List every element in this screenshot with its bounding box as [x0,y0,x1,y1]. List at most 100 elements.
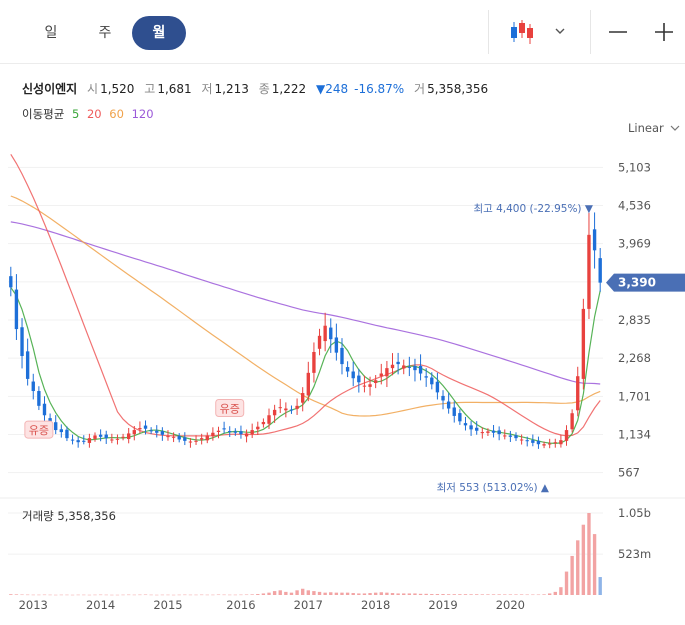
candle-body [216,430,221,432]
volume-bar [418,593,423,595]
event-badge [24,420,54,439]
low-value: 1,213 [214,82,249,96]
ma-60-line [10,195,601,417]
volume-bar [65,594,69,596]
candle-body [570,413,574,430]
volume-bar [402,593,406,595]
change-arrow: ▼ [315,82,326,96]
candle-body [435,381,440,393]
current-price-label: 3,390 [618,276,656,290]
volume-bar [42,594,47,596]
price-axis-tick: 2,268 [618,351,651,365]
volume-bar [115,594,120,596]
volume-title: 거래량 5,358,356 [22,509,116,523]
volume-bar [564,571,569,595]
price-axis-tick: 3,402 [618,275,651,289]
volume-bar [514,594,518,595]
chevron-down-icon[interactable] [554,26,566,36]
candle-body [306,372,310,396]
ma-20-label[interactable]: 20 [86,107,102,121]
volume-bar [519,594,524,595]
volume-bar [525,594,529,596]
volume-bar [306,590,310,595]
candle-body [284,408,288,411]
volume-bar [59,594,64,596]
tab-daily[interactable]: 일 [44,25,58,41]
candle-body [424,376,428,378]
candle-body [244,433,249,437]
candle-body [525,440,529,442]
candle-body [576,376,580,411]
ma-5-label[interactable]: 5 [71,107,80,121]
candle-body [93,435,97,439]
candle-body [143,425,148,429]
candle-body [65,429,69,439]
candle-body [59,429,64,433]
scale-toggle[interactable]: Linear [628,121,680,135]
ma-60-label[interactable]: 60 [109,107,124,121]
price-axis-tick: 567 [618,466,640,480]
volume-bar [272,591,277,595]
volume-bar [211,594,215,596]
volume-bar [14,594,19,595]
candlestick-icon[interactable] [506,16,538,48]
volume-axis-tick: 523m [618,547,651,561]
volume-axis-tick: 1.05b [618,506,651,520]
volume-bar [317,591,322,595]
volume-bar [503,594,507,595]
tab-monthly[interactable]: 월 [132,16,186,50]
candle-body [205,435,209,441]
moving-average-label: 이동평균 [22,107,65,121]
candle-body [98,434,103,437]
plus-icon[interactable] [652,20,676,44]
tab-weekly[interactable]: 주 [98,25,112,41]
candle-body [452,407,456,416]
volume-bar [37,594,41,596]
ma-120-label[interactable]: 120 [131,107,154,121]
volume-bar [239,594,243,596]
candle-body [497,430,501,435]
volume-bar [587,513,591,595]
candle-body [194,440,198,442]
candle-body [9,276,13,288]
candle-body [407,366,412,368]
high-value: 1,681 [157,82,192,96]
stock-name: 신성이엔지 [22,82,78,96]
candle-body [469,425,473,430]
volume-bar [216,594,221,596]
candle-body [329,327,333,340]
volume-bar [570,555,574,595]
volume-bar [469,594,473,595]
volume-bar [82,594,86,596]
volume-bar [222,594,226,596]
volume-bar [441,594,445,595]
candle-body [183,437,187,441]
close-label: 종 [258,82,270,96]
candle-body [289,409,294,411]
candle-body [121,436,125,438]
volume-bar [127,594,131,596]
candle-body [491,430,496,433]
candle-body [503,435,507,437]
volume-bar [463,594,468,595]
volume-bar [87,594,92,596]
volume-bar [31,594,35,596]
price-axis-tick: 5,103 [618,160,651,174]
toolbar-divider [488,10,489,54]
volume-bar [295,590,299,595]
volume-bar [480,594,484,595]
candle-body [166,436,170,438]
candle-body [463,423,468,426]
chevron-down-icon [670,125,680,131]
volume-bar [553,591,557,595]
low-label: 저 [201,82,213,96]
candle-body [239,431,243,435]
candle-body [199,438,204,440]
volume-bar [475,594,479,595]
minus-icon[interactable] [606,20,630,44]
volume-bar [70,594,75,596]
candle-body [20,327,24,357]
candle-body [390,364,395,369]
volume-bar [261,593,266,595]
candle-body [340,347,344,365]
